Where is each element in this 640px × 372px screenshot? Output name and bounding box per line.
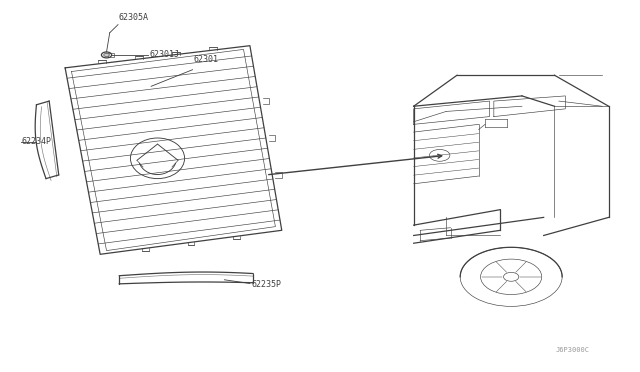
Text: 62301: 62301 <box>194 55 219 64</box>
Text: 62234P: 62234P <box>22 137 52 146</box>
Text: J6P3000C: J6P3000C <box>556 347 590 353</box>
Text: 62235P: 62235P <box>251 280 281 289</box>
Bar <box>108 53 114 57</box>
Text: 62301J: 62301J <box>149 51 179 60</box>
Circle shape <box>104 53 109 57</box>
Text: 62305A: 62305A <box>118 13 148 22</box>
